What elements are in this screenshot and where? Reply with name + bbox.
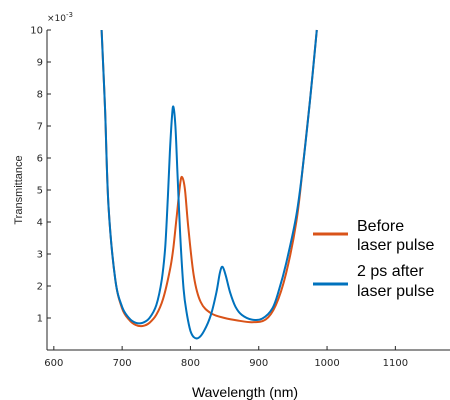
series-line-2ps-after-laser-pulse xyxy=(100,29,318,340)
y-tick-label: 3 xyxy=(37,250,43,261)
y-tick-label: 7 xyxy=(37,122,43,133)
legend-label-after-line2: laser pulse xyxy=(357,283,434,300)
plot-area: 600 700 800 900 1000 1100 1 2 3 4 5 6 7 8 9 10 xyxy=(30,26,450,369)
y-tick-label: 8 xyxy=(37,90,43,101)
x-tick-label: 1100 xyxy=(383,358,408,369)
y-tick-label: 2 xyxy=(37,282,43,293)
x-tick-label: 600 xyxy=(44,358,63,369)
y-tick-label: 6 xyxy=(37,154,43,165)
x-tick-label: 1000 xyxy=(314,358,339,369)
x-tick-label: 900 xyxy=(249,358,268,369)
y-axis-label: Transmittance xyxy=(13,155,25,224)
x-tick-label: 800 xyxy=(181,358,200,369)
x-tick-label: 700 xyxy=(113,358,132,369)
y-tick-label: 10 xyxy=(30,26,43,37)
legend-label-before-line1: Before xyxy=(357,218,404,235)
y-multiplier-base: ×10 xyxy=(47,14,66,24)
y-tick-label: 1 xyxy=(37,314,43,325)
legend: Before laser pulse 2 ps after laser puls… xyxy=(313,218,434,300)
y-tick-label: 5 xyxy=(37,186,43,197)
y-tick-label: 4 xyxy=(37,218,43,229)
legend-label-after-line1: 2 ps after xyxy=(357,263,424,280)
y-tick-label: 9 xyxy=(37,58,43,69)
legend-label-before-line2: laser pulse xyxy=(357,237,434,254)
x-axis-label: Wavelength (nm) xyxy=(192,384,298,400)
y-multiplier-exponent: -3 xyxy=(66,11,73,19)
series-line-before-laser-pulse xyxy=(100,29,318,328)
y-multiplier: ×10-3 xyxy=(47,11,73,24)
